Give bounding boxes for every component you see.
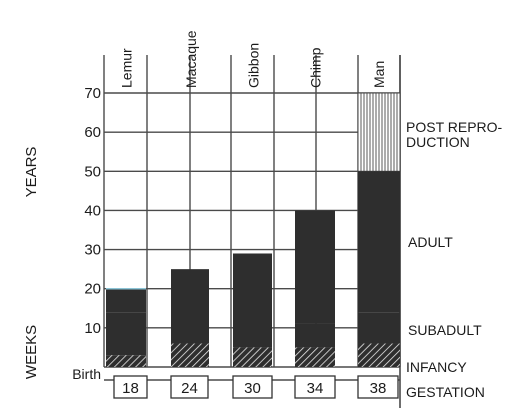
category-label-man: Man — [371, 61, 387, 88]
bar-infancy-chimp — [295, 347, 335, 367]
bar-infancy-macaque — [171, 343, 209, 367]
gestation-box-chimp — [294, 375, 336, 399]
stage-label-post-repro-2: DUCTION — [406, 134, 470, 150]
gestation-box-man — [357, 375, 399, 399]
y-tick-label: 30 — [84, 242, 101, 259]
bar-subadult-lemur — [106, 312, 146, 356]
bar-infancy-man — [358, 343, 400, 367]
bar-infancy-lemur — [106, 355, 146, 367]
bar-infancy-gibbon — [233, 347, 272, 367]
stage-label-gestation: GESTATION — [406, 384, 485, 400]
y-tick-label: 20 — [84, 281, 101, 298]
gestation-value: 18 — [122, 380, 139, 397]
gestation-value: 34 — [307, 380, 324, 397]
bar-subadult-gibbon — [233, 253, 272, 348]
stage-label-adult: ADULT — [408, 234, 453, 250]
gestation-value: 38 — [370, 380, 387, 397]
bars — [106, 92, 401, 399]
category-label-macaque: Macaque — [183, 30, 199, 88]
stage-label-subadult: SUBADULT — [408, 322, 482, 338]
category-label-chimp: Chimp — [308, 47, 324, 88]
stage-label-infancy: INFANCY — [406, 359, 467, 375]
y-axis-title-years: YEARS — [23, 147, 40, 198]
gestation-box-lemur — [113, 375, 148, 399]
category-label-lemur: Lemur — [119, 48, 135, 88]
stage-label-post-repro-1: POST REPRO- — [406, 119, 503, 135]
bar-subadult-macaque — [171, 269, 209, 344]
category-label-gibbon: Gibbon — [246, 43, 262, 88]
bar-adult-chimp — [295, 210, 335, 324]
y-axis-title-weeks: WEEKS — [23, 325, 40, 379]
gestation-box-gibbon — [232, 375, 273, 399]
bar-adult-man — [358, 171, 400, 313]
y-tick-label: 70 — [84, 85, 101, 102]
y-tick-label: 40 — [84, 202, 101, 219]
y-tick-label: 10 — [84, 320, 101, 337]
labels: 10 20 30 40 50 60 70 Birth YEARS WEEKS Lemur Macaqu… — [23, 30, 503, 400]
bar-post-reproduction-man — [357, 92, 401, 172]
bar-subadult-chimp — [295, 323, 335, 348]
birth-label: Birth — [72, 366, 101, 382]
gestation-value: 24 — [181, 380, 198, 397]
gestation-box-macaque — [170, 375, 209, 399]
bar-adult-lemur — [106, 288, 146, 313]
y-tick-label: 50 — [84, 163, 101, 180]
y-tick-label: 60 — [84, 124, 101, 141]
bar-subadult-man — [358, 312, 400, 344]
gestation-value: 30 — [244, 380, 261, 397]
